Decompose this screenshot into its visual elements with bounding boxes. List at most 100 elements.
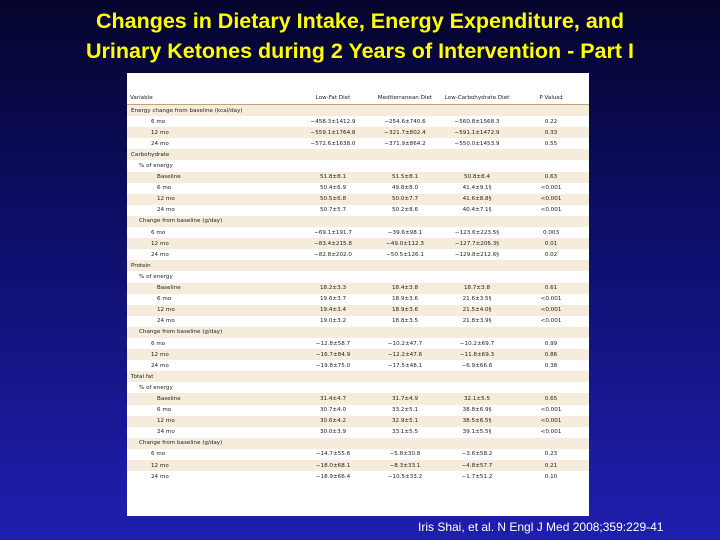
low-carb-cell bbox=[441, 371, 513, 383]
table-row: Protein bbox=[127, 260, 589, 272]
mediterranean-cell bbox=[369, 160, 441, 172]
mediterranean-cell: 50.2±8.6 bbox=[369, 204, 441, 216]
table-row: Energy change from baseline (kcal/day) bbox=[127, 104, 589, 117]
table-row: 12 mo 19.4±3.4 18.9±3.6 21.5±4.0§ <0.001 bbox=[127, 304, 589, 316]
variable-cell: 24 mo bbox=[127, 249, 297, 261]
low-fat-cell: 18.2±3.3 bbox=[297, 282, 369, 294]
table-row: 24 mo −19.8±75.0 −17.5±48.1 −6.9±66.6 0.38 bbox=[127, 360, 589, 372]
low-carb-cell: 21.6±3.5§ bbox=[441, 293, 513, 305]
low-fat-cell: 50.4±6.9 bbox=[297, 182, 369, 194]
p-value-cell bbox=[513, 149, 589, 161]
variable-cell: 6 mo bbox=[127, 337, 297, 350]
table-row: 6 mo −14.7±55.6 −5.8±30.8 −3.6±58.2 0.23 bbox=[127, 448, 589, 460]
low-carb-cell: −1.7±51.2 bbox=[441, 471, 513, 483]
p-value-cell bbox=[513, 104, 589, 117]
variable-cell: 12 mo bbox=[127, 238, 297, 250]
low-carb-cell bbox=[441, 271, 513, 283]
p-value-cell: 0.38 bbox=[513, 360, 589, 372]
table-row: Total fat bbox=[127, 371, 589, 383]
citation: Iris Shai, et al. N Engl J Med 2008;359:… bbox=[418, 520, 664, 534]
mediterranean-cell bbox=[369, 371, 441, 383]
low-carb-cell: −6.9±66.6 bbox=[441, 360, 513, 372]
mediterranean-cell: −10.2±47.7 bbox=[369, 337, 441, 350]
variable-cell: 12 mo bbox=[127, 415, 297, 427]
variable-cell: 6 mo bbox=[127, 182, 297, 194]
low-fat-cell: −16.7±84.9 bbox=[297, 349, 369, 361]
table-row: 24 mo 50.7±5.7 50.2±8.6 40.4±7.1§ <0.001 bbox=[127, 204, 589, 216]
low-carb-cell: −591.1±1472.9 bbox=[441, 127, 513, 139]
variable-cell: Baseline bbox=[127, 393, 297, 405]
p-value-cell bbox=[513, 260, 589, 272]
table-row: 12 mo 30.6±4.2 32.9±5.1 38.5±6.5§ <0.001 bbox=[127, 415, 589, 427]
table-row: 12 mo −16.7±84.9 −12.2±47.6 −11.8±69.3 0.86 bbox=[127, 349, 589, 361]
table-row: Baseline 51.8±8.1 51.5±8.1 50.8±8.4 0.63 bbox=[127, 171, 589, 183]
low-carb-cell: −4.8±57.7 bbox=[441, 460, 513, 472]
low-fat-cell: 30.0±3.9 bbox=[297, 426, 369, 438]
p-value-cell bbox=[513, 326, 589, 338]
low-carb-cell bbox=[441, 326, 513, 338]
variable-cell: Change from baseline (g/day) bbox=[127, 326, 297, 338]
mediterranean-cell: 49.8±8.0 bbox=[369, 182, 441, 194]
table-row: 6 mo 19.6±3.7 18.9±3.6 21.6±3.5§ <0.001 bbox=[127, 293, 589, 305]
mediterranean-cell: −254.6±740.6 bbox=[369, 116, 441, 128]
table-row: 24 mo −18.9±66.4 −10.5±33.2 −1.7±51.2 0.10 bbox=[127, 471, 589, 483]
low-carb-cell: −3.6±58.2 bbox=[441, 448, 513, 460]
mediterranean-cell: −12.2±47.6 bbox=[369, 349, 441, 361]
p-value-cell: 0.22 bbox=[513, 116, 589, 128]
variable-cell: 6 mo bbox=[127, 448, 297, 460]
variable-cell: Energy change from baseline (kcal/day) bbox=[127, 104, 297, 117]
mediterranean-cell: −10.5±33.2 bbox=[369, 471, 441, 483]
header-mediterranean: Mediterranean Diet bbox=[369, 73, 441, 105]
table-row: Change from baseline (g/day) bbox=[127, 215, 589, 228]
low-fat-cell: 31.4±4.7 bbox=[297, 393, 369, 405]
mediterranean-cell: 33.1±5.5 bbox=[369, 426, 441, 438]
mediterranean-cell: −8.3±33.1 bbox=[369, 460, 441, 472]
slide-title-line-1: Changes in Dietary Intake, Energy Expend… bbox=[95, 9, 625, 33]
p-value-cell: 0.10 bbox=[513, 471, 589, 483]
mediterranean-cell: 32.9±5.1 bbox=[369, 415, 441, 427]
variable-cell: Baseline bbox=[127, 171, 297, 183]
mediterranean-cell: 33.2±5.1 bbox=[369, 404, 441, 416]
table-header-row: Variable Low-Fat Diet Mediterranean Diet… bbox=[127, 73, 589, 105]
variable-cell: % of energy bbox=[127, 382, 297, 394]
low-carb-cell: 18.7±3.8 bbox=[441, 282, 513, 294]
variable-cell: 12 mo bbox=[127, 349, 297, 361]
variable-cell: 12 mo bbox=[127, 304, 297, 316]
p-value-cell: 0.02 bbox=[513, 249, 589, 261]
low-fat-cell bbox=[297, 215, 369, 228]
table-row: 6 mo 50.4±6.9 49.8±8.0 41.4±9.1§ <0.001 bbox=[127, 182, 589, 194]
low-fat-cell bbox=[297, 260, 369, 272]
mediterranean-cell: −371.9±864.2 bbox=[369, 138, 441, 150]
variable-cell: Total fat bbox=[127, 371, 297, 383]
p-value-cell: 0.21 bbox=[513, 460, 589, 472]
low-fat-cell bbox=[297, 160, 369, 172]
table-row: 6 mo −12.8±58.7 −10.2±47.7 −10.2±69.7 0.99 bbox=[127, 337, 589, 350]
low-carb-cell bbox=[441, 160, 513, 172]
low-fat-cell: −18.9±66.4 bbox=[297, 471, 369, 483]
mediterranean-cell: 18.8±3.5 bbox=[369, 315, 441, 327]
low-carb-cell: 50.8±8.4 bbox=[441, 171, 513, 183]
p-value-cell: 0.33 bbox=[513, 127, 589, 139]
low-carb-cell: 21.5±4.0§ bbox=[441, 304, 513, 316]
low-carb-cell: −560.8±1568.3 bbox=[441, 116, 513, 128]
p-value-cell bbox=[513, 271, 589, 283]
low-fat-cell bbox=[297, 104, 369, 117]
low-carb-cell: 39.1±5.5§ bbox=[441, 426, 513, 438]
low-fat-cell bbox=[297, 437, 369, 449]
p-value-cell: 0.65 bbox=[513, 393, 589, 405]
mediterranean-cell bbox=[369, 271, 441, 283]
variable-cell: 24 mo bbox=[127, 315, 297, 327]
p-value-cell bbox=[513, 215, 589, 228]
low-carb-cell: −127.7±206.3§ bbox=[441, 238, 513, 250]
low-fat-cell: −14.7±55.6 bbox=[297, 448, 369, 460]
p-value-cell: <0.001 bbox=[513, 304, 589, 316]
variable-cell: % of energy bbox=[127, 271, 297, 283]
mediterranean-cell bbox=[369, 104, 441, 117]
low-fat-cell: −559.1±1764.8 bbox=[297, 127, 369, 139]
table-row: 24 mo −572.6±1638.0 −371.9±864.2 −550.0±145… bbox=[127, 138, 589, 150]
mediterranean-cell: 31.7±4.9 bbox=[369, 393, 441, 405]
low-fat-cell: −83.4±215.8 bbox=[297, 238, 369, 250]
mediterranean-cell: 50.0±7.7 bbox=[369, 193, 441, 205]
p-value-cell: 0.86 bbox=[513, 349, 589, 361]
p-value-cell: 0.003 bbox=[513, 227, 589, 239]
